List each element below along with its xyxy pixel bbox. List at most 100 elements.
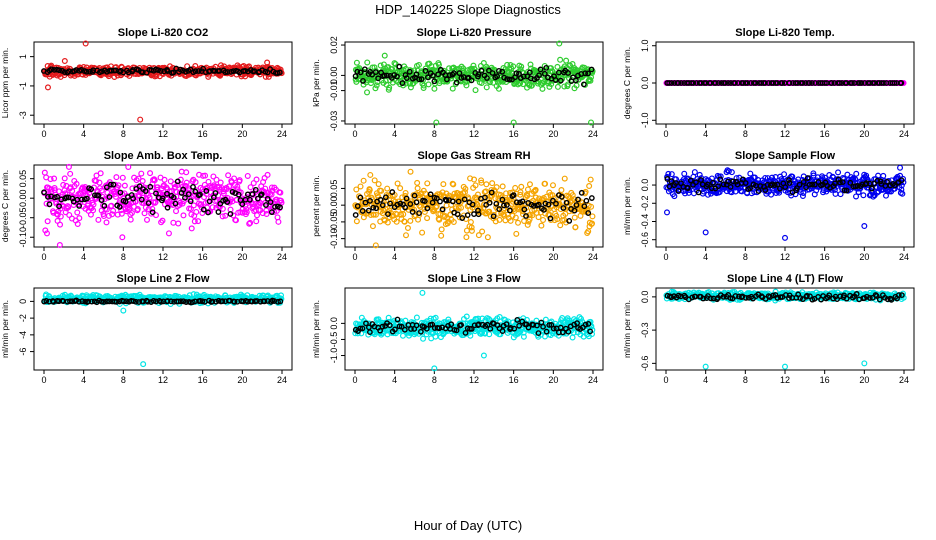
data-point	[67, 170, 74, 177]
data-point	[393, 211, 400, 218]
hourly-point	[424, 74, 431, 81]
data-point	[430, 208, 437, 215]
hourly-point	[48, 66, 55, 73]
hourly-point	[570, 74, 576, 81]
hourly-point	[195, 68, 202, 74]
y-axis-label: ml/min per min.	[311, 300, 321, 358]
hourly-point	[752, 80, 759, 86]
hourly-point	[712, 80, 719, 86]
data-point	[540, 216, 547, 223]
data-point	[173, 208, 180, 215]
data-points	[663, 79, 907, 86]
data-point	[484, 234, 491, 241]
data-point	[360, 177, 367, 184]
data-point	[558, 187, 565, 194]
y-tick-label: -0.10	[329, 228, 339, 249]
x-tick-label: 12	[158, 129, 168, 139]
hourly-point	[206, 198, 213, 205]
data-point	[393, 218, 400, 225]
hourly-point	[742, 80, 749, 86]
hourly-point	[836, 80, 843, 86]
chart-title: Slope Gas Stream RH	[417, 150, 530, 162]
y-tick-label: -0.03	[329, 111, 339, 132]
data-point	[425, 81, 432, 88]
data-point	[481, 74, 488, 81]
data-point	[159, 217, 166, 224]
chart-title: Slope Li-820 Temp.	[735, 27, 834, 39]
hourly-point	[557, 77, 564, 84]
data-point	[261, 175, 268, 182]
x-tick-label: 16	[509, 129, 519, 139]
data-point	[243, 209, 250, 216]
hourly-point	[157, 68, 164, 74]
hourly-point	[454, 211, 461, 218]
data-point	[468, 224, 475, 231]
data-point	[518, 183, 525, 190]
data-point	[450, 181, 457, 188]
x-tick-label: 8	[121, 252, 126, 262]
hourly-point	[891, 80, 898, 86]
hourly-point	[418, 76, 425, 83]
hourly-point	[268, 209, 275, 216]
hourly-point	[88, 186, 95, 193]
hourly-point	[360, 78, 366, 84]
hourly-point	[56, 67, 63, 74]
y-axis-label: ml/min per min.	[622, 300, 632, 358]
outlier-point	[663, 209, 670, 216]
data-point	[74, 221, 81, 228]
data-point	[539, 85, 546, 92]
hourly-point	[718, 80, 725, 86]
hourly-point	[861, 80, 868, 86]
x-tick-label: 8	[432, 252, 437, 262]
hourly-point	[46, 201, 53, 208]
data-point	[527, 61, 534, 68]
data-point	[554, 83, 561, 90]
data-point	[455, 204, 462, 211]
data-point	[73, 180, 80, 187]
outlier-point	[861, 223, 868, 230]
x-tick-label: 12	[469, 252, 479, 262]
hourly-point	[430, 72, 436, 79]
data-point	[563, 57, 570, 64]
data-point	[192, 179, 199, 186]
chart-title: Slope Line 3 Flow	[428, 273, 521, 285]
hourly-point	[170, 69, 177, 76]
data-point	[43, 200, 50, 207]
y-tick-label: -0.05	[329, 212, 339, 233]
hourly-point	[449, 198, 456, 205]
data-point	[202, 172, 209, 179]
hourly-point	[450, 70, 457, 77]
x-tick-label: 20	[237, 129, 247, 139]
data-point	[470, 62, 477, 69]
hourly-point	[688, 80, 695, 86]
hourly-point	[142, 188, 149, 194]
data-point	[264, 171, 271, 178]
data-point	[420, 335, 427, 342]
y-axis-label: degrees C per min.	[622, 47, 632, 119]
y-tick-label: 0.05	[18, 170, 28, 188]
data-point	[384, 219, 391, 226]
y-tick-label: 0.00	[329, 196, 339, 214]
x-tick-label: 4	[703, 252, 708, 262]
hourly-point	[224, 199, 231, 205]
data-point	[391, 60, 398, 67]
x-tick-label: 20	[237, 375, 247, 385]
hourly-point	[203, 188, 210, 194]
data-points	[352, 168, 596, 249]
data-point	[151, 177, 158, 184]
data-point	[371, 177, 378, 184]
hourly-point	[563, 199, 570, 206]
data-point	[138, 170, 145, 177]
x-tick-label: 4	[392, 129, 397, 139]
data-point	[152, 212, 159, 219]
hourly-point	[116, 203, 123, 210]
hourly-point	[422, 67, 429, 74]
data-point	[247, 184, 254, 191]
data-point	[41, 169, 48, 176]
x-tick-label: 24	[899, 129, 909, 139]
data-point	[250, 180, 257, 187]
data-point	[436, 216, 443, 223]
x-tick-label: 12	[780, 252, 790, 262]
data-point	[410, 200, 417, 207]
